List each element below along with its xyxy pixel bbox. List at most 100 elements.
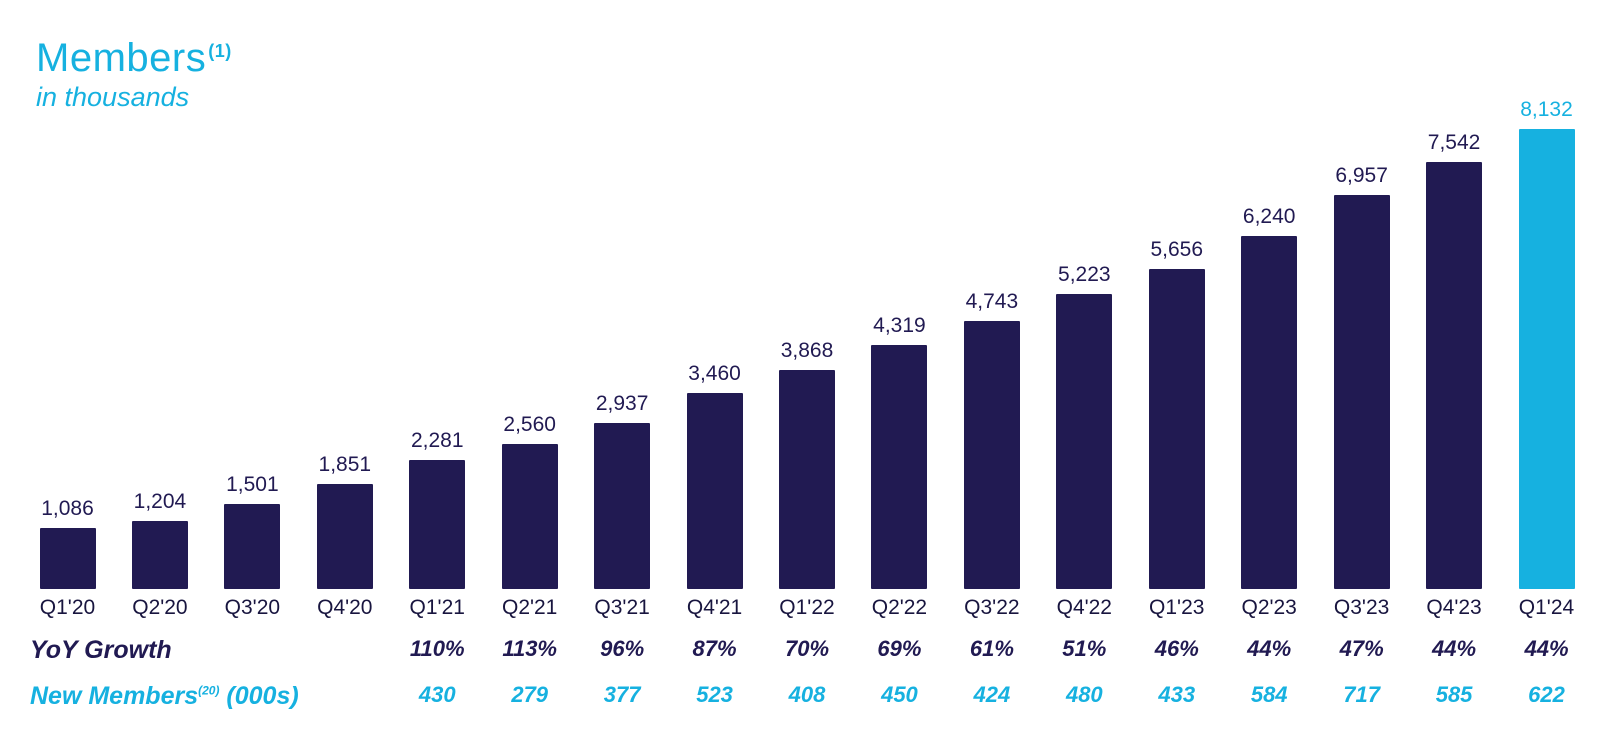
bar-value-label: 4,319 [873,314,926,337]
new-members-footnote: (20) [198,683,220,698]
x-axis-label: Q4'20 [317,596,373,619]
yoy-growth-value: 69% [877,636,922,661]
bar-value-label: 4,743 [965,290,1019,313]
chart-column: 2,281 Q1'21 110% 430 [392,429,483,719]
chart-title: Members (1) [36,36,232,80]
bar-value-label: 2,560 [503,413,556,436]
yoy-growth-value: 47% [1339,636,1384,661]
bar [1148,269,1205,589]
bar-value-label: 2,937 [595,392,649,415]
bar-value-label: 1,501 [226,473,279,496]
bar [39,528,96,589]
bar-value-label: 5,223 [1058,263,1111,286]
new-members-value: 450 [881,682,918,707]
chart-column: 5,223 Q4'22 51% 480 [1039,263,1130,719]
new-members-value: 424 [973,682,1011,707]
chart-column: 1,086 Q1'20 [22,497,113,719]
yoy-growth-value: 87% [692,636,737,661]
bar-value-label: 2,281 [410,429,464,452]
new-members-value: 430 [418,682,456,707]
yoy-growth-value: 44% [1432,636,1477,661]
bar-value-label: 5,656 [1150,238,1204,261]
bar [501,444,558,589]
x-axis-label: Q1'20 [39,596,96,619]
yoy-growth-value: 113% [502,636,557,661]
bar [686,393,743,589]
chart-header: Members (1) in thousands [36,36,232,113]
chart-column: 6,957 Q3'23 47% 717 [1316,164,1407,719]
x-axis-label: Q3'22 [964,596,1020,619]
x-axis-label: Q4'23 [1426,596,1482,619]
new-members-value: 433 [1158,682,1196,707]
yoy-growth-value: 61% [969,636,1014,661]
bar [1426,162,1483,589]
title-footnote: (1) [208,40,232,61]
chart-column: 2,560 Q2'21 113% 279 [484,413,575,719]
chart-column: 2,937 Q3'21 96% 377 [577,392,668,719]
x-axis-label: Q2'21 [501,596,558,619]
new-members-value: 377 [603,682,641,707]
bar-value-label: 6,957 [1335,164,1388,187]
chart-column: 1,851 Q4'20 [299,453,390,719]
bar-value-label: 6,240 [1242,205,1296,228]
chart-column: 3,868 Q1'22 70% 408 [762,339,853,719]
bar [316,484,373,589]
x-axis-label: Q1'23 [1149,596,1205,619]
yoy-growth-value: 70% [784,636,830,661]
bar [1241,236,1298,589]
x-axis-label: Q2'20 [132,596,188,619]
bar-highlighted [1518,129,1575,589]
bar [594,423,651,589]
chart-column: 4,743 Q3'22 61% 424 [946,290,1037,719]
bar [1333,195,1390,589]
x-axis-label: Q3'21 [594,596,650,619]
new-members-value: 523 [696,682,733,707]
new-members-value: 585 [1435,682,1473,707]
bar-value-label: 3,460 [688,362,741,385]
bar-value-label: 1,204 [133,490,187,513]
x-axis-label: Q2'23 [1241,596,1297,619]
chart-subtitle: in thousands [36,82,190,112]
yoy-growth-row-label: YoY Growth [30,636,172,664]
yoy-growth-value: 96% [600,636,645,661]
bar [409,460,466,589]
bar [779,370,835,589]
chart-column: 3,460 Q4'21 87% 523 [669,362,760,719]
yoy-growth-value: 51% [1062,636,1107,661]
bar-chart: 1,086 Q1'20 1,204 Q2'20 1,501 Q3'20 1,851 Q4'20… [22,98,1592,719]
chart-column: 1,501 Q3'20 [207,473,298,719]
bar [224,504,281,589]
bar-value-label: 7,542 [1427,131,1481,154]
x-axis-label: Q3'23 [1333,596,1390,619]
chart-column: 8,132 Q1'24 44% 622 [1501,98,1592,719]
new-members-row-label: New Members(20) (000s) [30,682,299,711]
bar-value-label: 8,132 [1520,98,1573,121]
bar [963,321,1020,589]
new-members-value: 480 [1065,682,1103,707]
new-members-value: 279 [511,682,549,707]
x-axis-label: Q4'21 [686,596,743,619]
yoy-growth-value: 44% [1524,636,1569,661]
chart-column: 4,319 Q2'22 69% 450 [854,314,945,719]
bar [1056,294,1113,589]
bar-value-label: 3,868 [780,339,834,362]
new-members-value: 408 [788,682,826,707]
chart-title-text: Members [36,36,207,80]
x-axis-label: Q1'21 [409,596,465,619]
yoy-growth-value: 46% [1154,636,1199,661]
chart-column: 1,204 Q2'20 [114,490,205,719]
new-members-value: 717 [1343,682,1380,707]
bar [131,521,188,589]
new-members-label-suffix: (000s) [219,682,299,710]
x-axis-label: Q3'20 [224,596,281,619]
x-axis-label: Q4'22 [1056,596,1112,619]
yoy-growth-value: 110% [409,636,465,661]
bar-value-label: 1,851 [318,453,372,476]
bar-value-label: 1,086 [41,497,94,520]
yoy-growth-value: 44% [1247,636,1292,661]
x-axis-label: Q1'24 [1518,596,1575,619]
chart-column: 7,542 Q4'23 44% 585 [1409,131,1500,719]
new-members-value: 584 [1250,682,1288,707]
x-axis-label: Q2'22 [871,596,928,619]
